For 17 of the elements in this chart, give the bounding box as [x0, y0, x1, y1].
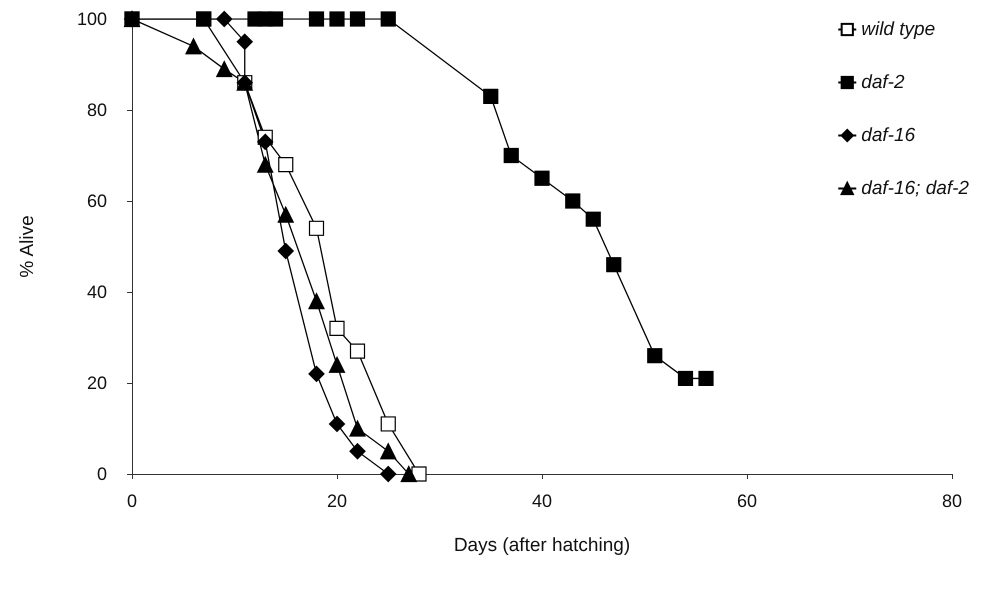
x-tick-label: 80 — [942, 491, 962, 511]
y-axis-title: % Alive — [17, 215, 38, 278]
legend-label: daf-16 — [861, 125, 916, 146]
x-axis-title: Days (after hatching) — [454, 535, 630, 556]
y-tick-label: 20 — [86, 373, 107, 393]
y-tick-label: 80 — [86, 100, 107, 120]
legend-label: daf-2 — [861, 72, 905, 93]
legend-label: daf-16; daf-2 — [861, 178, 970, 199]
x-tick-label: 20 — [326, 491, 348, 511]
legend-label: wild type — [861, 19, 936, 40]
x-tick-label: 40 — [532, 491, 552, 511]
y-tick-label: 0 — [96, 464, 107, 484]
x-tick-label: 60 — [736, 491, 758, 511]
x-tick-label: 0 — [126, 491, 138, 511]
y-tick-label: 60 — [86, 191, 107, 211]
y-tick-label: 100 — [76, 9, 107, 29]
y-tick-label: 40 — [86, 282, 107, 302]
